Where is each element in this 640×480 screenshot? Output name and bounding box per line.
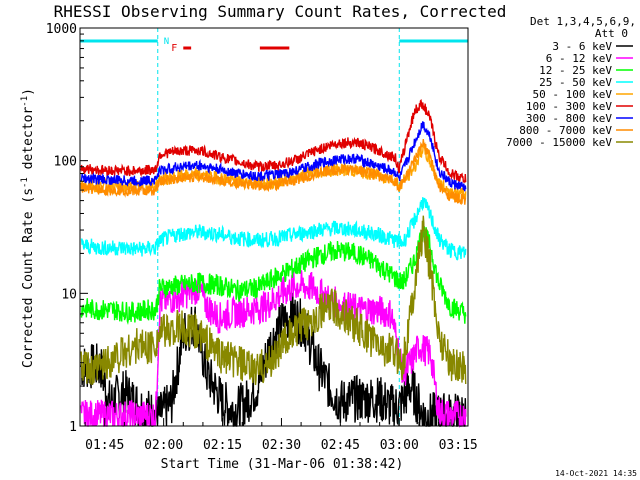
night-flag-label: N: [164, 37, 169, 47]
series-line-8: [80, 215, 467, 386]
y-label-sup1: -1: [20, 177, 30, 188]
legend-header-line2: Att 0: [595, 27, 628, 40]
series-line-7: [80, 139, 467, 206]
legend-header-line1: Det 1,3,4,5,6,9,: [530, 15, 636, 28]
chart-title: RHESSI Observing Summary Count Rates, Co…: [54, 2, 507, 21]
legend-label-1: 6 - 12 keV: [546, 52, 613, 65]
x-tick-label-6: 03:15: [439, 438, 478, 453]
y-axis: 1 10 100 1000: [46, 22, 88, 435]
legend-label-0: 3 - 6 keV: [552, 40, 612, 53]
y-tick-label-3: 1000: [46, 22, 77, 37]
y-label-sup2: -1: [20, 96, 30, 107]
plot-frame: [79, 27, 469, 427]
legend-label-6: 300 - 800 keV: [526, 112, 612, 125]
y-label-part2: detector: [21, 107, 36, 178]
y-tick-label-1: 10: [61, 287, 77, 302]
y-label-part3: ): [21, 88, 36, 96]
series-line-0: [80, 292, 467, 427]
x-axis-label: Start Time (31-Mar-06 01:38:42): [161, 457, 404, 472]
y-axis-label: Corrected Count Rate (s-1 detector-1): [20, 88, 36, 368]
series-line-2: [80, 226, 467, 325]
flare-flag-label: F: [171, 43, 177, 54]
legend-label-5: 100 - 300 keV: [526, 100, 612, 113]
date-stamp: 14-Oct-2021 14:35: [555, 469, 637, 478]
legend-label-8: 7000 - 15000 keV: [506, 136, 612, 149]
legend-label-3: 25 - 50 keV: [539, 76, 612, 89]
series-line-3: [80, 197, 467, 261]
y-tick-label-2: 100: [54, 155, 77, 170]
x-tick-label-3: 02:30: [262, 438, 301, 453]
series-line-6: [80, 121, 467, 192]
legend-label-7: 800 - 7000 keV: [519, 124, 612, 137]
y-label-part1: Corrected Count Rate (s: [21, 188, 36, 368]
x-tick-label-5: 03:00: [380, 438, 419, 453]
x-tick-label-0: 01:45: [85, 438, 124, 453]
series-line-5: [80, 99, 467, 183]
x-tick-label-1: 02:00: [144, 438, 183, 453]
legend-label-2: 12 - 25 keV: [539, 64, 612, 77]
x-tick-label-4: 02:45: [321, 438, 360, 453]
x-axis: 01:45 02:00 02:15 02:30 02:45 03:00 03:15: [84, 418, 478, 453]
plot-area: NF: [79, 28, 469, 429]
legend-label-4: 50 - 100 keV: [533, 88, 613, 101]
x-tick-label-2: 02:15: [203, 438, 242, 453]
y-tick-label-0: 1: [69, 420, 77, 435]
